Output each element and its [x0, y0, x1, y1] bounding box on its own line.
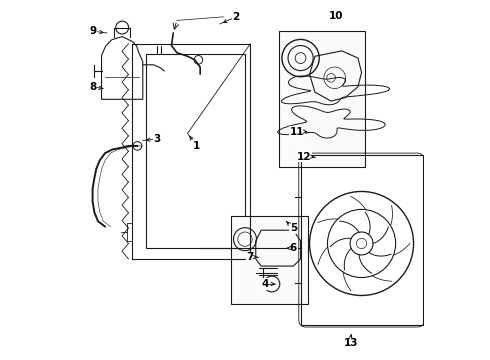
Text: 5: 5: [290, 224, 297, 233]
Text: 10: 10: [329, 11, 343, 21]
Text: 9: 9: [89, 26, 96, 36]
Text: 6: 6: [290, 243, 297, 253]
Text: 8: 8: [89, 82, 96, 92]
Text: 12: 12: [297, 152, 312, 162]
Bar: [147, 54, 245, 248]
Bar: [231, 216, 308, 304]
Text: 11: 11: [290, 127, 304, 136]
Text: 1: 1: [193, 141, 200, 151]
Bar: [279, 31, 365, 167]
Text: 7: 7: [246, 252, 254, 262]
Text: 4: 4: [261, 279, 269, 289]
Text: 2: 2: [232, 12, 240, 22]
Text: 13: 13: [343, 338, 358, 348]
Bar: [300, 155, 422, 325]
Text: 3: 3: [153, 134, 161, 144]
